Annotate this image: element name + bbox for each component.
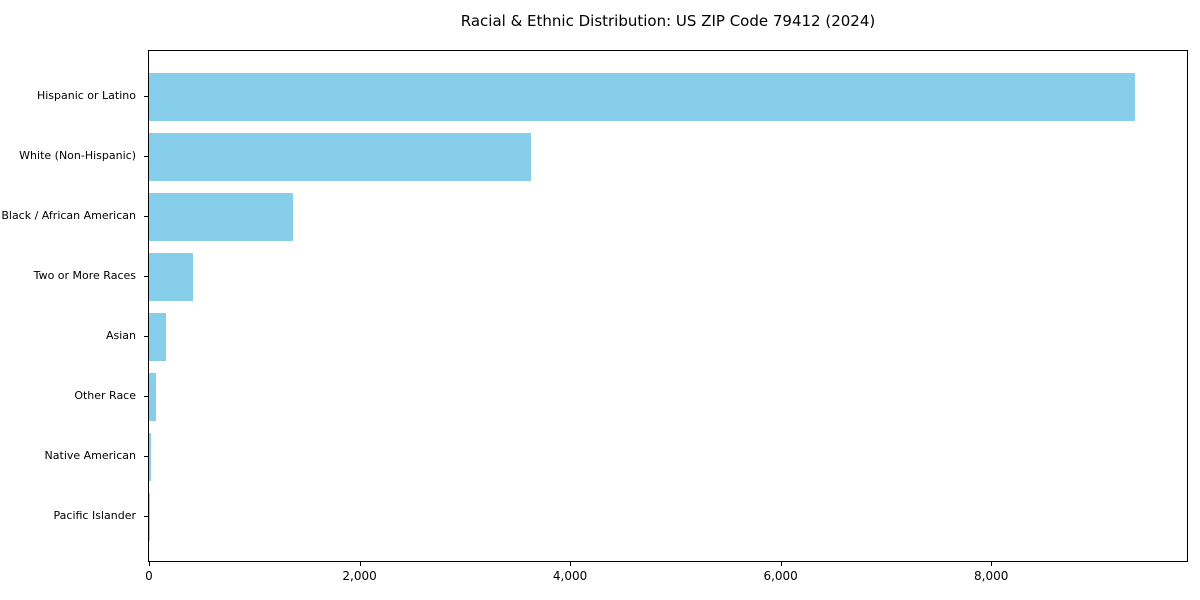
bar-hispanic-or-latino bbox=[149, 73, 1135, 121]
y-axis-tick-marks bbox=[144, 50, 148, 562]
y-tick-label: White (Non-Hispanic) bbox=[19, 149, 136, 162]
y-tick-mark bbox=[144, 216, 148, 217]
x-tick-label: 6,000 bbox=[763, 569, 798, 583]
x-tick-mark bbox=[359, 562, 361, 566]
y-tick-label: Asian bbox=[105, 329, 136, 342]
x-tick-label: 4,000 bbox=[552, 569, 588, 583]
y-tick-mark bbox=[144, 336, 148, 337]
x-tick-mark bbox=[570, 562, 572, 566]
y-tick-label: Other Race bbox=[74, 389, 136, 402]
y-tick-label: Pacific Islander bbox=[53, 509, 136, 522]
y-tick-mark bbox=[144, 456, 148, 457]
y-tick-mark bbox=[144, 96, 148, 97]
y-axis-labels: Hispanic or Latino White (Non-Hispanic) Bl… bbox=[0, 50, 139, 562]
x-tick-mark bbox=[780, 562, 782, 566]
x-tick-mark bbox=[991, 562, 993, 566]
x-tick-label: 0 bbox=[145, 569, 153, 583]
x-tick-label: 8,000 bbox=[974, 569, 1009, 583]
plot-area bbox=[148, 50, 1188, 562]
y-tick-mark bbox=[144, 396, 148, 397]
bar-two-or-more-races bbox=[149, 253, 194, 301]
x-axis: 0 2,000 4,000 6,000 8,000 bbox=[145, 562, 1187, 596]
y-tick-label: Hispanic or Latino bbox=[36, 89, 136, 102]
bar-asian bbox=[149, 313, 166, 361]
x-tick-mark bbox=[149, 562, 150, 566]
y-tick-mark bbox=[144, 156, 148, 157]
bar-white-non-hispanic bbox=[149, 133, 532, 181]
bar-other-race bbox=[149, 373, 156, 421]
y-tick-label: Black / African American bbox=[1, 209, 136, 222]
chart-title: Racial & Ethnic Distribution: US ZIP Cod… bbox=[460, 12, 876, 30]
bar-native-american bbox=[149, 433, 152, 481]
y-tick-mark bbox=[144, 276, 148, 277]
y-tick-mark bbox=[144, 516, 148, 517]
y-tick-label: Two or More Races bbox=[33, 269, 136, 282]
x-tick-label: 2,000 bbox=[342, 569, 377, 583]
bar-black-african-american bbox=[149, 193, 293, 241]
y-tick-label: Native American bbox=[44, 449, 136, 462]
bar-pacific-islander bbox=[149, 493, 150, 541]
